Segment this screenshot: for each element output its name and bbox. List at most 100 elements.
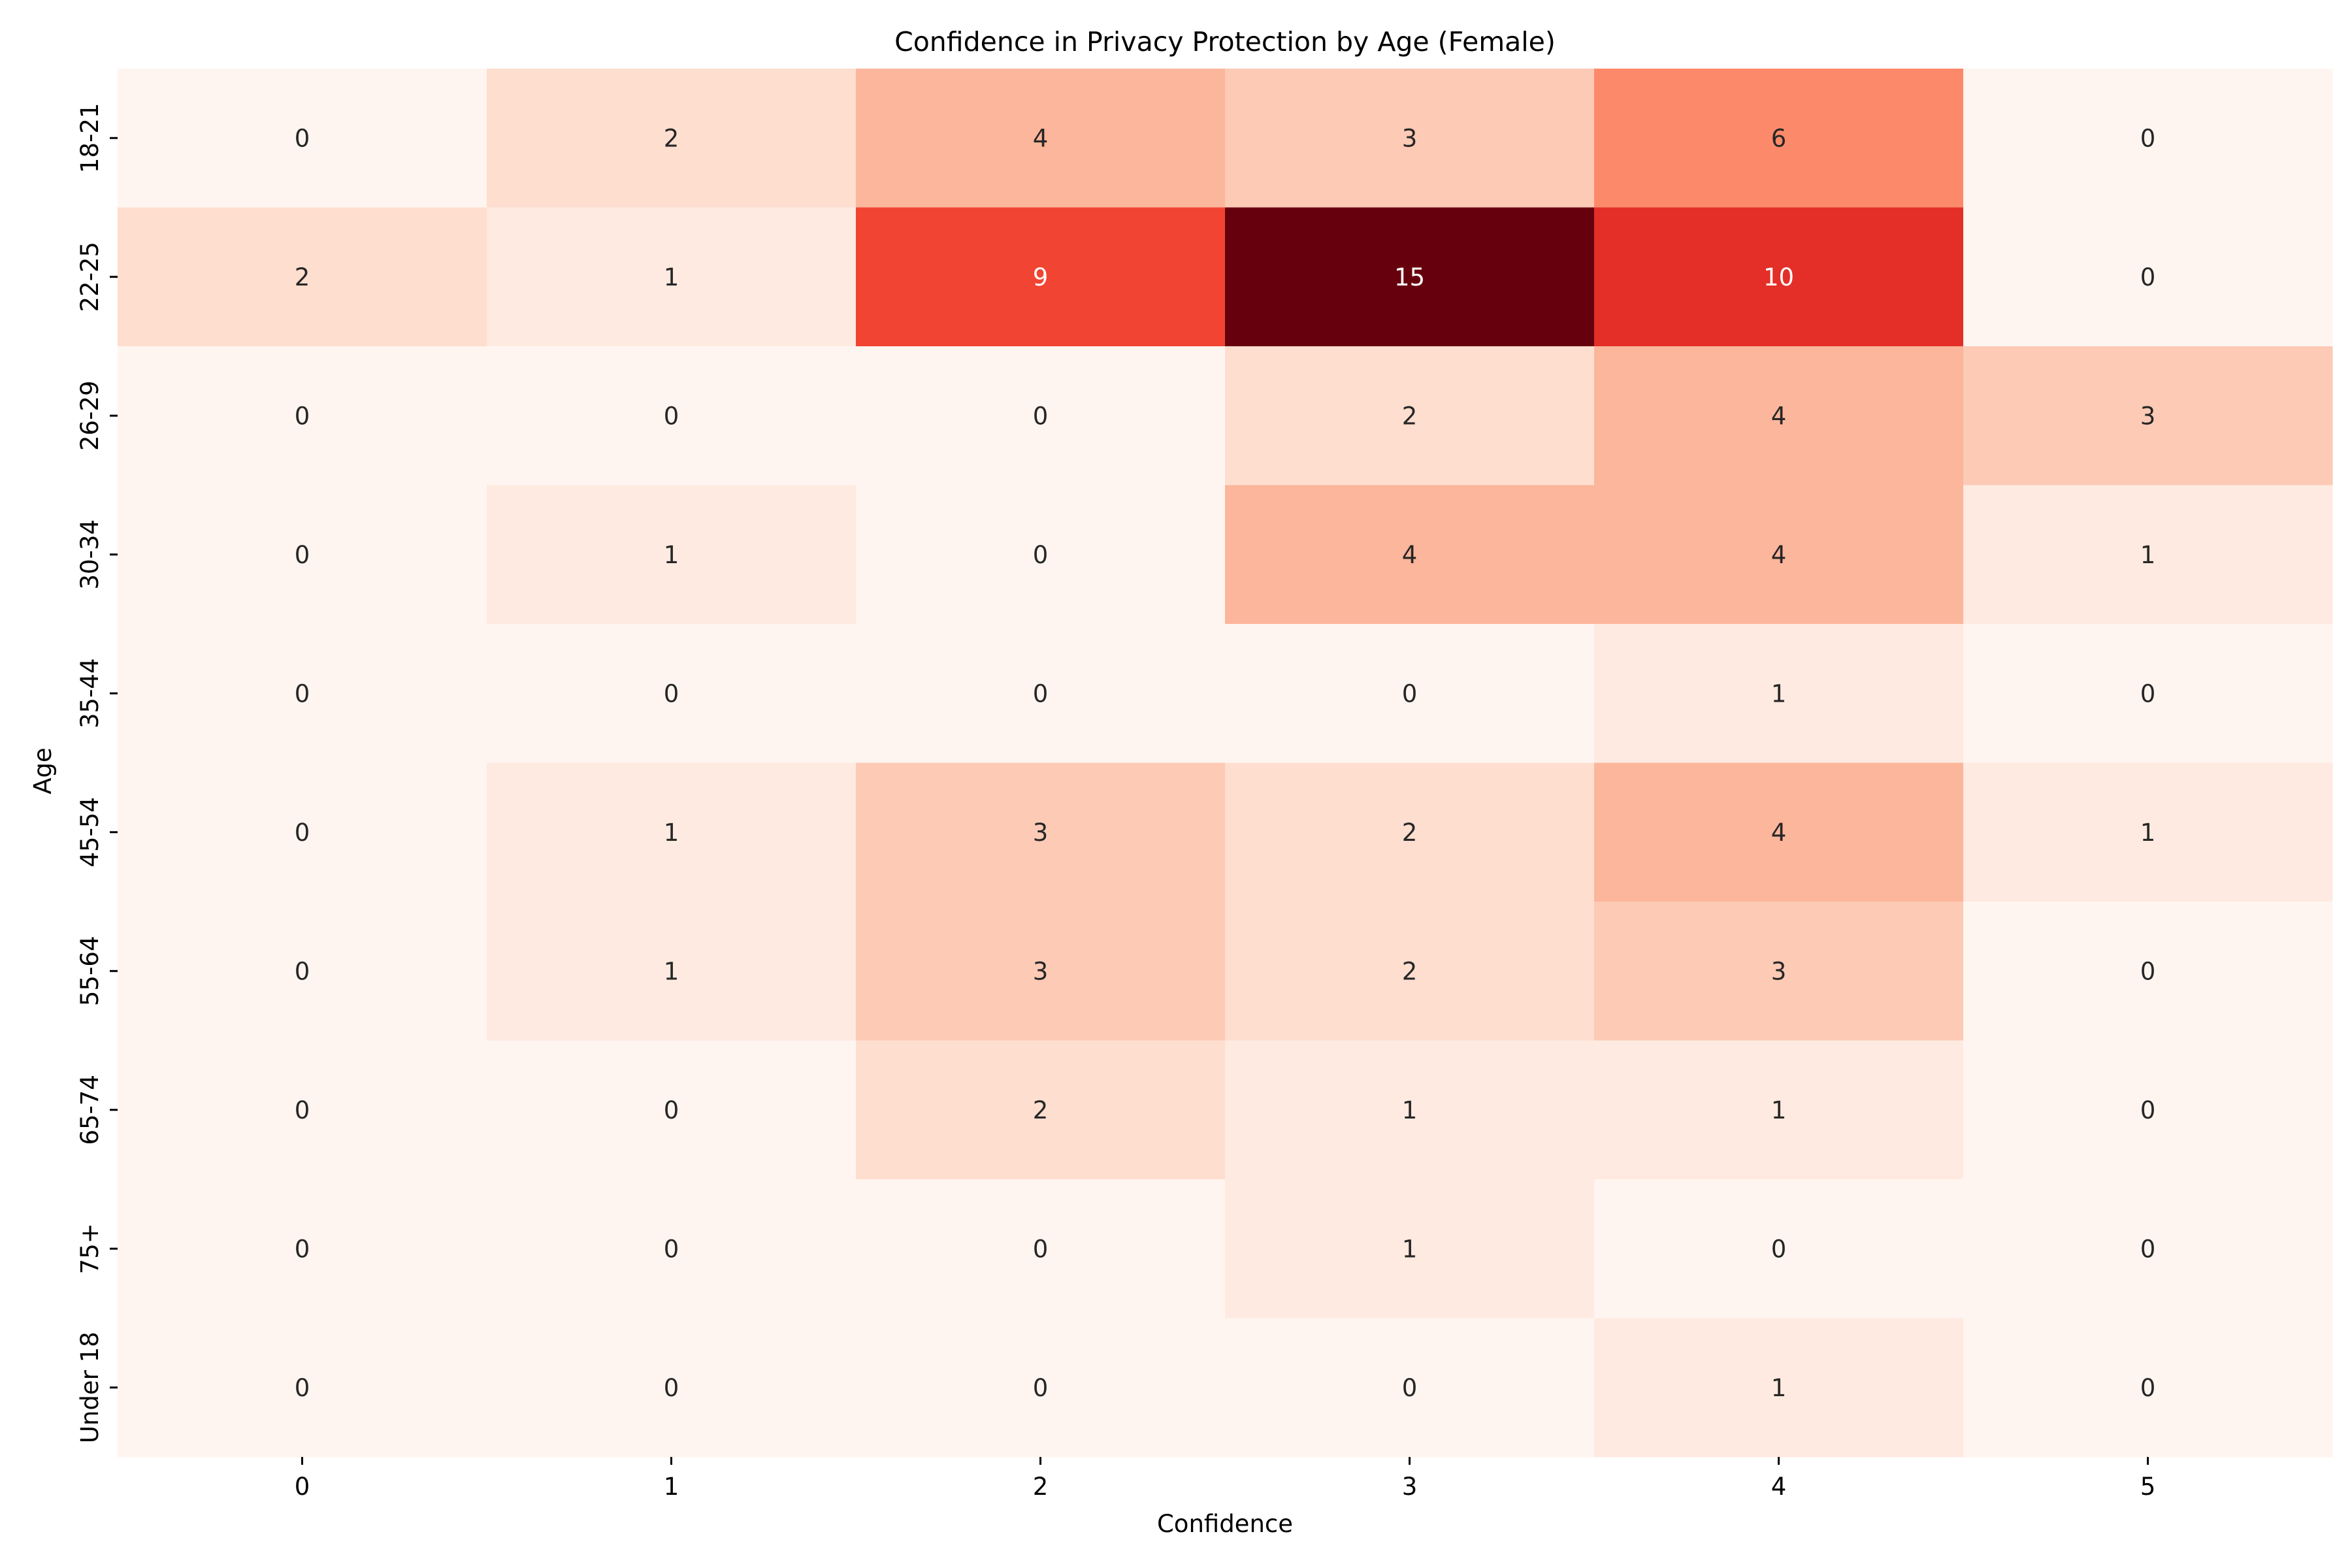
x-tick-label: 5 [2140,1473,2156,1501]
cell-value-label: 3 [1033,819,1049,847]
heatmap-cell [1963,485,2333,625]
cell-value-label: 0 [2140,1096,2156,1124]
cell-value-label: 2 [664,124,679,152]
heatmap-cell [1225,1040,1595,1180]
cell-value-label: 3 [1771,957,1787,985]
cell-value-label: 0 [664,1235,679,1263]
heatmap-cell [856,1318,1226,1458]
cell-value-label: 0 [1402,679,1418,708]
cell-value-label: 2 [295,263,310,291]
heatmap-cell [487,207,857,347]
x-tick-label: 2 [1033,1473,1049,1501]
heatmap-cell [1963,624,2333,763]
y-tick-label: 22-25 [76,242,104,312]
heatmap-cell [856,207,1226,347]
heatmap-cell [1225,207,1595,347]
cell-value-label: 0 [2140,957,2156,985]
heatmap-cell [1963,902,2333,1041]
cell-value-label: 0 [664,1096,679,1124]
chart-title: Confidence in Privacy Protection by Age … [894,26,1556,57]
cell-value-label: 6 [1771,124,1787,152]
cell-value-label: 10 [1763,263,1794,291]
cell-value-label: 0 [295,541,310,569]
heatmap-cell [1594,346,1964,485]
cell-value-label: 3 [2140,402,2156,430]
x-axis-label: Confidence [1157,1510,1293,1538]
cell-value-label: 0 [2140,263,2156,291]
cell-value-label: 0 [2140,679,2156,708]
heatmap-cell [1225,485,1595,625]
heatmap-cell [1963,1179,2333,1318]
heatmap-cell [118,346,487,485]
cell-value-label: 0 [295,402,310,430]
heatmap-cell [1963,346,2333,485]
cell-value-label: 0 [1771,1235,1787,1263]
heatmap-cell [487,346,857,485]
heatmap-cell [1225,69,1595,208]
x-tick-label: 3 [1402,1473,1418,1501]
cell-value-label: 0 [2140,124,2156,152]
heatmap-cell [118,207,487,347]
y-tick-label: 75+ [76,1223,104,1274]
cell-value-label: 2 [1033,1096,1049,1124]
cell-value-label: 0 [1033,1374,1049,1402]
heatmap-cell [487,485,857,625]
cell-value-label: 0 [2140,1374,2156,1402]
cell-value-label: 1 [664,541,679,569]
cell-value-label: 2 [1402,819,1418,847]
heatmap-cell [1594,1179,1964,1318]
cell-value-label: 1 [664,263,679,291]
cell-value-label: 0 [664,679,679,708]
cell-value-label: 1 [664,957,679,985]
heatmap-cell [1594,485,1964,625]
heatmap-cell [1225,1318,1595,1458]
heatmap-cell [1225,902,1595,1041]
cell-value-label: 2 [1402,402,1418,430]
x-tick-label: 4 [1771,1473,1787,1501]
cell-value-label: 0 [295,957,310,985]
cell-value-label: 15 [1394,263,1425,291]
heatmap-cell [118,1318,487,1458]
heatmap-cell [118,485,487,625]
heatmap-cell [487,624,857,763]
heatmap-cell [856,346,1226,485]
cell-value-label: 0 [1033,541,1049,569]
cell-value-label: 1 [1402,1096,1418,1124]
heatmap-cell [1594,624,1964,763]
heatmap-cell [118,624,487,763]
cell-value-label: 0 [295,124,310,152]
heatmap-cell [1963,207,2333,347]
cell-value-label: 9 [1033,263,1049,291]
heatmap-cell [1963,1318,2333,1458]
y-tick-label: 45-54 [76,797,104,868]
heatmap-cell [487,1040,857,1180]
heatmap-cell [118,762,487,902]
x-tick-label: 1 [664,1473,679,1501]
heatmap-cell [1225,624,1595,763]
x-axis-ticks: 0 1 2 3 4 5 [295,1457,2156,1501]
heatmap-cell [1225,346,1595,485]
heatmap-cell [1963,69,2333,208]
cell-value-label: 0 [1402,1374,1418,1402]
cell-value-label: 0 [664,402,679,430]
cell-value-label: 4 [1402,541,1418,569]
cell-value-label: 1 [1771,679,1787,708]
heatmap-cell [1594,207,1964,347]
cell-value-label: 3 [1033,957,1049,985]
y-tick-label: Under 18 [76,1331,104,1443]
cell-value-label: 4 [1033,124,1049,152]
heatmap-cell [118,902,487,1041]
y-axis-label: Age [29,747,57,794]
cell-value-label: 4 [1771,402,1787,430]
cell-value-label: 0 [295,1096,310,1124]
cell-value-label: 0 [2140,1235,2156,1263]
cell-value-label: 0 [295,679,310,708]
heatmap-cell [856,624,1226,763]
heatmap-cell [1963,1040,2333,1180]
y-axis-ticks: 18-21 22-25 26-29 30-34 35-44 45-54 55-64 65-74… [76,103,118,1443]
cell-value-label: 1 [1771,1374,1787,1402]
heatmap-cell [1225,762,1595,902]
heatmap-cell [856,1179,1226,1318]
heatmap-cell [856,485,1226,625]
heatmap-cell [118,69,487,208]
